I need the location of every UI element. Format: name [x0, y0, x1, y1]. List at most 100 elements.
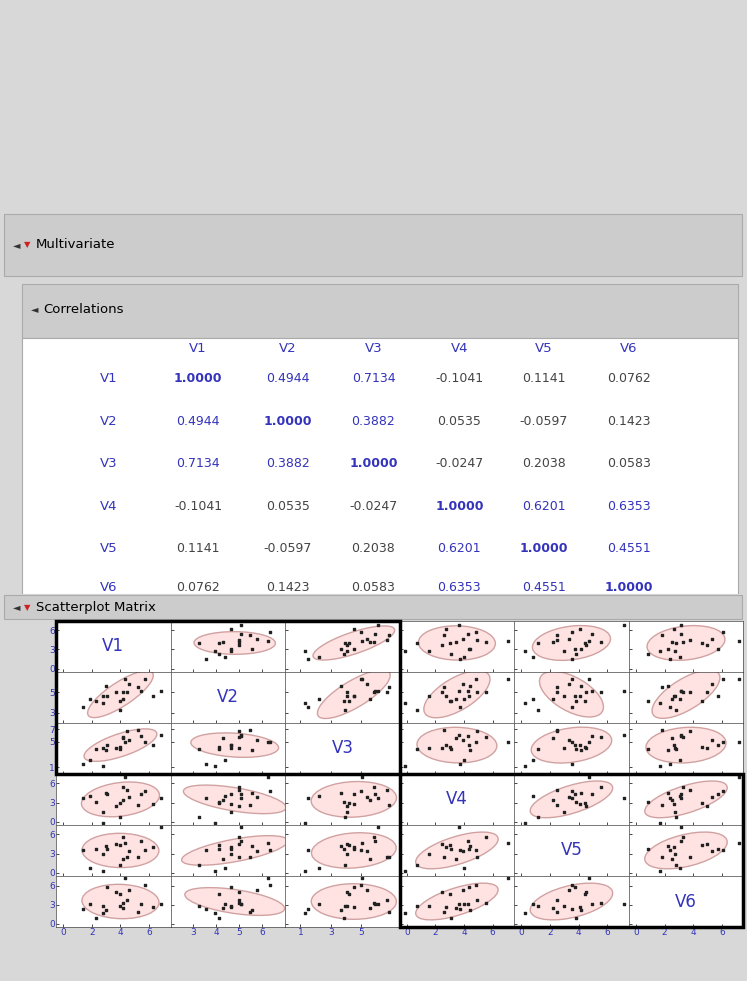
Text: 0.4944: 0.4944 [266, 372, 309, 385]
Text: 0.6201: 0.6201 [438, 542, 481, 555]
Point [569, 879, 581, 895]
Point [570, 795, 582, 810]
Point [580, 685, 592, 700]
Point [117, 729, 128, 745]
Text: 0.6353: 0.6353 [607, 499, 651, 513]
Point [551, 680, 563, 696]
Point [369, 896, 381, 911]
Ellipse shape [424, 671, 490, 718]
Text: 0.4551: 0.4551 [522, 581, 565, 594]
Point [101, 879, 113, 895]
Point [547, 792, 559, 807]
Point [247, 839, 258, 854]
Point [696, 694, 708, 709]
Point [343, 887, 355, 903]
Point [423, 643, 435, 658]
Point [383, 904, 395, 920]
Point [454, 699, 466, 715]
Point [214, 887, 226, 903]
Point [569, 642, 581, 657]
Point [261, 769, 273, 785]
Point [247, 642, 258, 657]
Point [233, 783, 245, 799]
Point [440, 621, 452, 637]
Point [84, 752, 96, 768]
Point [369, 787, 381, 802]
Point [654, 696, 666, 711]
Point [361, 632, 373, 647]
Point [193, 857, 205, 873]
Point [574, 679, 586, 695]
Point [368, 685, 379, 700]
Point [675, 791, 686, 806]
Point [675, 789, 686, 804]
Point [471, 723, 483, 739]
Point [399, 643, 411, 658]
Point [299, 863, 311, 879]
Point [225, 804, 237, 820]
Point [225, 621, 237, 637]
Text: V3: V3 [332, 740, 353, 757]
Point [355, 877, 367, 893]
Point [717, 734, 729, 749]
Text: V3: V3 [365, 342, 382, 355]
Point [595, 685, 607, 700]
Point [225, 899, 237, 914]
Point [348, 689, 360, 704]
Point [569, 737, 581, 752]
Point [440, 688, 452, 703]
Point [563, 732, 575, 748]
Point [669, 740, 681, 755]
Point [135, 729, 147, 745]
Point [595, 895, 607, 910]
Point [470, 624, 482, 640]
Point [355, 671, 367, 687]
Point [225, 879, 237, 895]
Ellipse shape [82, 833, 159, 867]
Point [225, 740, 237, 755]
Point [132, 904, 144, 920]
Point [338, 910, 350, 926]
Point [235, 896, 247, 911]
Point [618, 617, 630, 633]
Point [480, 685, 492, 700]
Point [233, 836, 245, 852]
Point [480, 634, 492, 649]
Point [566, 699, 578, 715]
Point [664, 791, 676, 806]
Point [656, 722, 668, 738]
Point [117, 792, 129, 807]
Point [717, 671, 729, 687]
Point [349, 621, 361, 637]
Point [411, 741, 423, 756]
Point [450, 851, 462, 866]
Point [100, 839, 112, 854]
Point [533, 702, 545, 718]
Point [423, 899, 435, 914]
Point [399, 905, 411, 921]
Point [123, 732, 134, 748]
Point [225, 841, 237, 856]
Point [566, 901, 578, 916]
Point [214, 636, 226, 651]
Point [668, 688, 680, 703]
Point [669, 846, 681, 861]
Point [458, 691, 470, 706]
Point [78, 901, 90, 916]
Point [668, 621, 680, 637]
Point [438, 722, 450, 738]
Point [664, 842, 676, 857]
Text: V3: V3 [99, 457, 117, 470]
Point [135, 896, 147, 911]
Point [669, 804, 681, 820]
Point [569, 689, 581, 704]
Point [551, 684, 562, 699]
Point [217, 731, 229, 747]
Point [666, 692, 678, 707]
Point [558, 804, 570, 820]
Point [570, 694, 582, 709]
Point [213, 910, 225, 926]
Point [349, 688, 361, 703]
Point [213, 841, 225, 856]
Point [312, 897, 324, 912]
